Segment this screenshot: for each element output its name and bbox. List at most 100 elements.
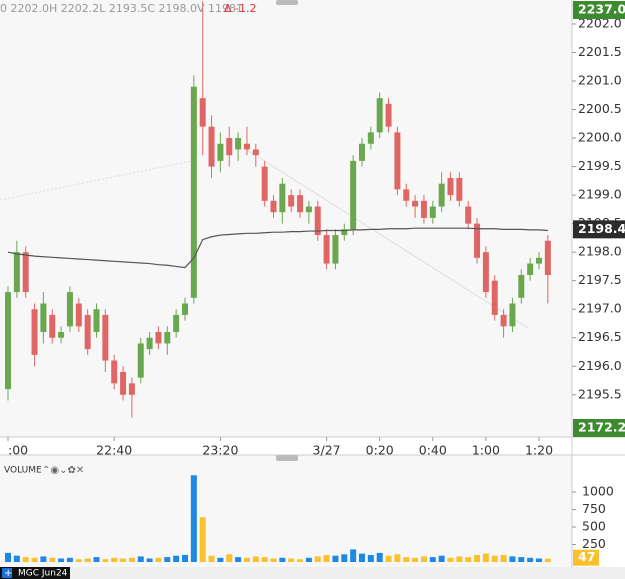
add-button[interactable] — [2, 568, 12, 578]
volume-bar — [359, 553, 365, 562]
volume-bar — [173, 555, 180, 562]
candle-body — [359, 143, 365, 161]
volume-bar — [22, 557, 29, 562]
volume-bar — [341, 554, 348, 562]
moving-average — [7, 227, 548, 269]
candle-body — [341, 229, 348, 236]
candle-body — [394, 132, 401, 190]
y-tick-label: 750 — [582, 501, 606, 516]
x-tick-label: 0:20 — [366, 443, 394, 458]
volume-bar — [49, 557, 56, 562]
drag-handle[interactable] — [276, 0, 298, 5]
x-tick-label: 22:40 — [96, 443, 132, 458]
volume-bar — [261, 557, 268, 562]
candle-body — [474, 223, 481, 258]
candle-body — [385, 103, 392, 127]
volume-bar — [412, 557, 419, 562]
volume-bar — [279, 557, 286, 562]
volume-bar — [491, 555, 498, 562]
x-tick-label: 3/27 — [313, 443, 341, 458]
y-tick-label: 2199.0 — [578, 187, 622, 202]
candle-body — [447, 177, 454, 196]
candle-body — [217, 143, 224, 161]
volume-bar — [75, 559, 82, 562]
candle-body — [376, 98, 383, 133]
volume-bar — [13, 555, 20, 562]
y-tick-label: 2201.5 — [578, 44, 622, 59]
candle-body — [93, 309, 100, 333]
candle-body — [128, 383, 135, 395]
volume-bar — [146, 558, 153, 562]
candle-body — [279, 183, 286, 213]
volume-bar — [93, 557, 100, 562]
volume-bar — [385, 555, 392, 562]
candle-body — [527, 263, 534, 275]
candle-body — [66, 292, 73, 327]
y-tick-label: 2196.0 — [578, 358, 622, 373]
y-tick-label: 500 — [582, 519, 606, 534]
candle-body — [164, 332, 171, 344]
footer-symbol: MGC Jun24 — [18, 569, 68, 579]
footer-tab[interactable] — [0, 567, 70, 579]
y-tick-label: 2197.0 — [578, 301, 622, 316]
candle-body — [208, 126, 215, 167]
candle-body — [367, 132, 374, 144]
volume-bar — [456, 556, 463, 562]
candle-body — [49, 314, 56, 338]
volume-bar — [111, 557, 118, 562]
volume-bar — [155, 557, 162, 562]
y-tick-label: 2199.5 — [578, 158, 622, 173]
volume-bar — [305, 557, 312, 562]
candle-body — [235, 138, 242, 150]
candle-body — [226, 138, 233, 156]
y-tick-label: 2197.5 — [578, 272, 622, 287]
candle-body — [491, 280, 498, 315]
volume-bar — [474, 555, 481, 562]
footer-bar — [0, 567, 625, 579]
candle-body — [297, 195, 304, 213]
candle-body — [482, 252, 489, 293]
volume-bar — [137, 556, 144, 562]
trend-line — [243, 147, 529, 329]
volume-bar — [66, 557, 73, 562]
volume-bar — [84, 558, 91, 562]
candle-body — [111, 360, 118, 384]
candle-body — [5, 292, 11, 390]
y-tick-label: 250 — [582, 536, 606, 551]
candle-body — [509, 303, 516, 327]
x-tick-label: 0:40 — [419, 443, 447, 458]
candle-body — [544, 240, 551, 275]
candle-body — [456, 177, 463, 201]
candle-body — [22, 252, 29, 293]
candle-body — [350, 160, 357, 230]
volume-bar — [190, 475, 197, 562]
y-tick-label: 2195.5 — [578, 386, 622, 401]
volume-bar — [40, 556, 47, 562]
candle-body — [314, 206, 321, 236]
volume-icons[interactable]: ⌃◉⌄✿✕ — [42, 465, 84, 476]
volume-bar — [31, 557, 38, 562]
volume-bar — [102, 559, 109, 562]
volume-bar — [482, 553, 489, 562]
volume-bar — [314, 556, 321, 562]
price-tag — [573, 1, 625, 19]
x-tick-label: :00 — [8, 443, 28, 458]
volume-bar — [288, 558, 295, 562]
header-change: Δ -1.2 — [224, 2, 256, 15]
x-tick-label: 23:20 — [202, 443, 238, 458]
candle-body — [500, 314, 507, 327]
add-icon: + — [4, 568, 12, 579]
y-tick-label: 2198.0 — [578, 244, 622, 259]
volume-bar — [235, 557, 242, 562]
volume-bar — [429, 557, 436, 562]
volume-bar — [323, 555, 330, 562]
volume-bar — [297, 559, 304, 562]
volume-bar — [208, 555, 215, 562]
candle-body — [102, 314, 109, 361]
volume-bar — [164, 557, 171, 562]
header-ohlc: 0 2202.0H 2202.2L 2193.5C 2198.0V 11981 — [0, 2, 243, 15]
candle-body — [120, 371, 127, 395]
drag-handle[interactable] — [276, 455, 298, 461]
candle-body — [13, 252, 20, 293]
